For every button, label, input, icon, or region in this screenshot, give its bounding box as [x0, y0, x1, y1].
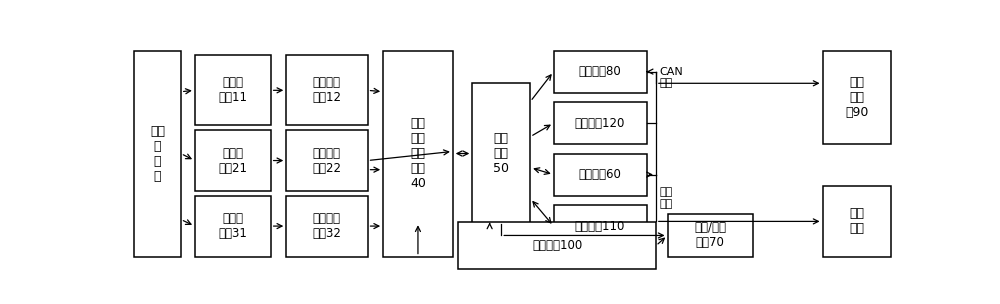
FancyBboxPatch shape [286, 196, 368, 257]
Text: 移动
终端: 移动 终端 [849, 207, 864, 235]
Text: 移动
通信: 移动 通信 [660, 187, 673, 209]
FancyBboxPatch shape [458, 222, 656, 269]
FancyBboxPatch shape [554, 102, 647, 144]
Text: 通讯模块60: 通讯模块60 [579, 168, 622, 181]
FancyBboxPatch shape [383, 50, 453, 257]
Text: 显示模块120: 显示模块120 [575, 117, 625, 130]
Text: 电流传
感器31: 电流传 感器31 [218, 212, 247, 240]
FancyBboxPatch shape [554, 205, 647, 247]
Text: 整车
控制
器90: 整车 控制 器90 [845, 76, 868, 119]
FancyBboxPatch shape [195, 130, 271, 191]
Text: 热场
分布
预测
模块
40: 热场 分布 预测 模块 40 [410, 117, 426, 190]
Text: 加热/冷却
模块70: 加热/冷却 模块70 [694, 221, 726, 250]
Text: 电源模块100: 电源模块100 [532, 239, 582, 252]
FancyBboxPatch shape [554, 154, 647, 196]
FancyBboxPatch shape [286, 130, 368, 191]
FancyBboxPatch shape [134, 50, 181, 257]
FancyBboxPatch shape [822, 50, 891, 144]
FancyBboxPatch shape [822, 186, 891, 257]
FancyBboxPatch shape [286, 55, 368, 126]
FancyBboxPatch shape [668, 214, 753, 257]
Text: 动力
电
池
组: 动力 电 池 组 [150, 125, 165, 182]
FancyBboxPatch shape [472, 83, 530, 224]
Text: 存储模块110: 存储模块110 [575, 219, 625, 233]
Text: 报警模块80: 报警模块80 [579, 65, 621, 78]
Text: 控制
模块
50: 控制 模块 50 [493, 132, 509, 175]
Text: 电流检测
单元32: 电流检测 单元32 [312, 212, 341, 240]
FancyBboxPatch shape [554, 50, 647, 93]
Text: CAN
通信: CAN 通信 [660, 67, 684, 88]
Text: 电压传
感器11: 电压传 感器11 [218, 76, 247, 104]
Text: 电压检测
单元12: 电压检测 单元12 [312, 76, 341, 104]
FancyBboxPatch shape [195, 55, 271, 126]
Text: 温度检测
单元22: 温度检测 单元22 [312, 147, 341, 174]
FancyBboxPatch shape [195, 196, 271, 257]
Text: 温度传
感器21: 温度传 感器21 [218, 147, 247, 174]
